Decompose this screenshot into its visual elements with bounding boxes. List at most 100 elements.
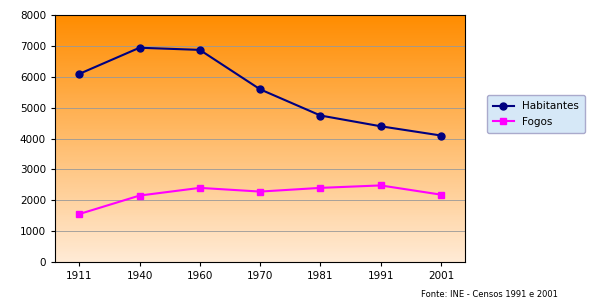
Bar: [55, 163, 465, 164]
Bar: [55, 198, 465, 199]
Bar: [55, 25, 465, 26]
Bar: [55, 46, 465, 47]
Bar: [55, 72, 465, 73]
Bar: [55, 144, 465, 145]
Bar: [55, 104, 465, 105]
Bar: [55, 66, 465, 67]
Bar: [55, 52, 465, 54]
Bar: [55, 93, 465, 94]
Bar: [55, 166, 465, 167]
Bar: [55, 213, 465, 214]
Bar: [55, 118, 465, 119]
Bar: [55, 179, 465, 180]
Bar: [55, 99, 465, 100]
Bar: [55, 183, 465, 184]
Bar: [55, 84, 465, 86]
Bar: [55, 89, 465, 91]
Bar: [55, 177, 465, 178]
Bar: [55, 38, 465, 39]
Bar: [55, 97, 465, 98]
Bar: [55, 217, 465, 219]
Bar: [55, 17, 465, 18]
Bar: [55, 113, 465, 114]
Bar: [55, 208, 465, 209]
Bar: [55, 211, 465, 213]
Bar: [55, 236, 465, 237]
Bar: [55, 67, 465, 68]
Bar: [55, 256, 465, 257]
Bar: [55, 203, 465, 204]
Bar: [55, 221, 465, 222]
Bar: [55, 151, 465, 152]
Bar: [55, 22, 465, 23]
Bar: [55, 47, 465, 49]
Bar: [55, 243, 465, 245]
Bar: [55, 173, 465, 174]
Bar: [55, 224, 465, 225]
Bar: [55, 50, 465, 51]
Bar: [55, 56, 465, 57]
Bar: [55, 136, 465, 137]
Bar: [55, 63, 465, 65]
Bar: [55, 155, 465, 156]
Bar: [55, 201, 465, 203]
Bar: [55, 82, 465, 83]
Bar: [55, 231, 465, 232]
Bar: [55, 216, 465, 217]
Bar: [55, 254, 465, 256]
Bar: [55, 248, 465, 249]
Bar: [55, 49, 465, 50]
Bar: [55, 257, 465, 258]
Bar: [55, 129, 465, 130]
Bar: [55, 258, 465, 259]
Bar: [55, 73, 465, 75]
Bar: [55, 205, 465, 206]
Bar: [55, 15, 465, 17]
Bar: [55, 107, 465, 108]
Bar: [55, 83, 465, 84]
Bar: [55, 123, 465, 124]
Bar: [55, 230, 465, 231]
Bar: [55, 134, 465, 135]
Bar: [55, 88, 465, 89]
Bar: [55, 209, 465, 210]
Bar: [55, 130, 465, 131]
Bar: [55, 153, 465, 155]
Bar: [55, 199, 465, 200]
Bar: [55, 162, 465, 163]
Bar: [55, 29, 465, 30]
Bar: [55, 210, 465, 211]
Bar: [55, 54, 465, 55]
Bar: [55, 152, 465, 153]
Bar: [55, 45, 465, 46]
Bar: [55, 238, 465, 240]
Bar: [55, 195, 465, 197]
Bar: [55, 103, 465, 104]
Bar: [55, 120, 465, 121]
Bar: [55, 81, 465, 82]
Bar: [55, 105, 465, 107]
Bar: [55, 235, 465, 236]
Bar: [55, 245, 465, 246]
Bar: [55, 187, 465, 188]
Bar: [55, 100, 465, 102]
Bar: [55, 167, 465, 168]
Bar: [55, 124, 465, 125]
Bar: [55, 206, 465, 208]
Bar: [55, 41, 465, 43]
Bar: [55, 79, 465, 81]
Bar: [55, 180, 465, 182]
Bar: [55, 102, 465, 103]
Bar: [55, 251, 465, 252]
Bar: [55, 259, 465, 261]
Bar: [55, 70, 465, 71]
Bar: [55, 137, 465, 139]
Bar: [55, 145, 465, 146]
Bar: [55, 215, 465, 216]
Bar: [55, 33, 465, 34]
Bar: [55, 178, 465, 179]
Bar: [55, 131, 465, 132]
Bar: [55, 184, 465, 185]
Bar: [55, 68, 465, 70]
Bar: [55, 57, 465, 59]
